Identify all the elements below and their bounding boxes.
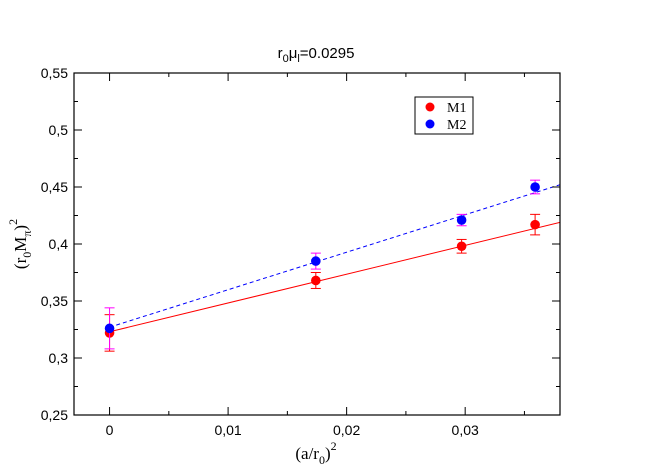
legend-label-m1: M1 — [447, 101, 466, 116]
y-tick-label: 0,4 — [49, 236, 69, 252]
y-tick-label: 0,45 — [41, 179, 68, 195]
data-point-m2 — [530, 182, 540, 192]
fit-lines-layer — [109, 184, 560, 333]
x-tick-label: 0 — [106, 422, 114, 438]
data-point-m2 — [311, 256, 321, 266]
data-point-m1 — [530, 219, 540, 230]
legend: M1 M2 — [414, 96, 474, 135]
legend-label-m2: M2 — [447, 118, 466, 133]
y-tick-label: 0,3 — [49, 350, 69, 366]
axes: 0,25 0,3 0,35 0,4 0,45 0,5 0,55 0 0,01 0,02 0,03 — [41, 65, 561, 438]
x-tick-label: 0,01 — [214, 422, 241, 438]
y-tick-label: 0,35 — [41, 293, 68, 309]
data-marks — [104, 179, 541, 352]
x-axis-title: (a/r0)2 — [295, 439, 336, 467]
legend-marker-m1 — [425, 102, 435, 112]
y-axis-title: (r0Mπ)2 — [6, 219, 34, 269]
data-point-m2 — [104, 323, 115, 334]
legend-box — [414, 96, 474, 135]
data-point-m1 — [456, 241, 467, 252]
plot-frame — [73, 72, 561, 416]
fit-line-m1 — [109, 221, 560, 333]
fit-line-m2 — [109, 184, 560, 328]
data-point-m1 — [311, 275, 321, 286]
chart-title: r0μl=0.0295 — [278, 45, 355, 65]
legend-marker-m2 — [425, 119, 435, 129]
y-tick-label: 0,25 — [41, 407, 68, 423]
x-tick-label: 0,03 — [452, 422, 479, 438]
y-tick-label: 0,5 — [49, 122, 69, 138]
y-tick-label: 0,55 — [41, 65, 68, 81]
x-tick-label: 0,02 — [333, 422, 360, 438]
data-point-m2 — [456, 215, 467, 225]
